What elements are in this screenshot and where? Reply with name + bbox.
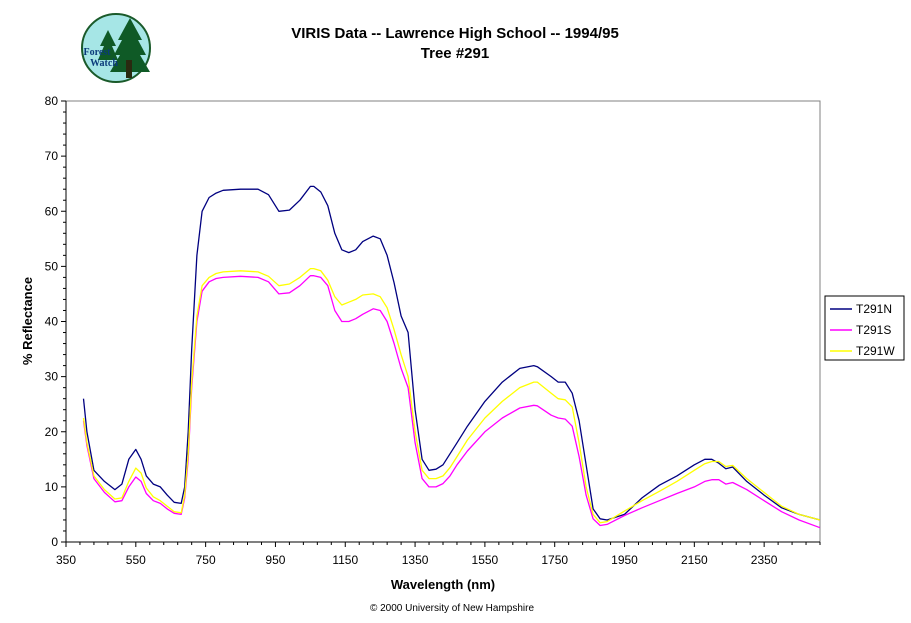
x-tick-label: 1750 <box>541 553 568 567</box>
series-line-t291w <box>82 267 821 524</box>
x-tick-label: 1350 <box>402 553 429 567</box>
forest-watch-logo: Forest Watch <box>81 13 151 83</box>
legend-box <box>824 295 905 361</box>
x-tick-label: 350 <box>56 553 76 567</box>
x-axis-label: Wavelength (nm) <box>391 577 495 592</box>
legend-label-t291s: T291S <box>856 323 891 337</box>
y-tick-label: 70 <box>45 149 59 163</box>
x-tick-label: 2350 <box>751 553 778 567</box>
legend-label-t291w: T291W <box>856 344 895 358</box>
y-tick-label: 60 <box>45 204 59 218</box>
y-tick-label: 40 <box>45 315 59 329</box>
chart-title: VIRIS Data -- Lawrence High School -- 19… <box>291 25 619 42</box>
y-tick-label: 30 <box>45 370 59 384</box>
logo-text-line1: Forest <box>83 47 111 58</box>
copyright-text: © 2000 University of New Hampshire <box>370 603 535 614</box>
series-lines <box>82 185 821 529</box>
series-line-t291n <box>82 185 821 521</box>
x-tick-label: 1550 <box>472 553 499 567</box>
plot-area <box>65 100 821 543</box>
y-tick-label: 0 <box>51 535 58 549</box>
legend-label-t291n: T291N <box>856 302 892 316</box>
x-tick-label: 750 <box>196 553 216 567</box>
y-tick-label: 80 <box>45 94 59 108</box>
x-tick-label: 550 <box>126 553 146 567</box>
y-tick-label: 50 <box>45 259 59 273</box>
axes: 0 10 20 30 40 50 60 70 80 350 550 750 950 1150 1350 155… <box>45 94 821 567</box>
logo-text-line2: Watch <box>90 58 118 69</box>
x-tick-label: 950 <box>265 553 285 567</box>
y-axis-label: % Reflectance <box>20 277 35 365</box>
y-tick-label: 20 <box>45 425 59 439</box>
series-line-t291s <box>82 275 821 529</box>
y-tick-label: 10 <box>45 480 59 494</box>
x-tick-label: 1950 <box>611 553 638 567</box>
x-tick-label: 2150 <box>681 553 708 567</box>
chart-subtitle: Tree #291 <box>421 45 489 62</box>
legend: T291N T291S T291W <box>824 295 905 361</box>
x-tick-label: 1150 <box>332 553 358 567</box>
